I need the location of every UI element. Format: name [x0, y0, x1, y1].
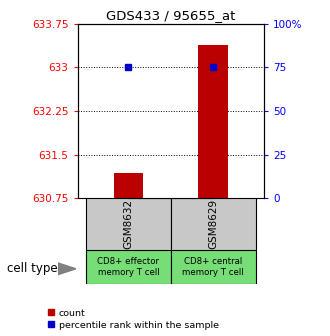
Bar	[86, 250, 171, 284]
Bar	[86, 198, 171, 250]
Text: cell type: cell type	[7, 262, 57, 275]
Legend: count, percentile rank within the sample: count, percentile rank within the sample	[48, 309, 219, 330]
Text: CD8+ effector
memory T cell: CD8+ effector memory T cell	[97, 257, 159, 277]
Text: GSM8629: GSM8629	[208, 199, 218, 249]
Text: CD8+ central
memory T cell: CD8+ central memory T cell	[182, 257, 244, 277]
Bar	[198, 45, 228, 198]
Bar	[171, 198, 255, 250]
Bar	[171, 250, 255, 284]
Text: GSM8632: GSM8632	[123, 199, 133, 249]
Polygon shape	[58, 263, 76, 275]
Bar	[114, 173, 143, 198]
Title: GDS433 / 95655_at: GDS433 / 95655_at	[106, 9, 236, 23]
